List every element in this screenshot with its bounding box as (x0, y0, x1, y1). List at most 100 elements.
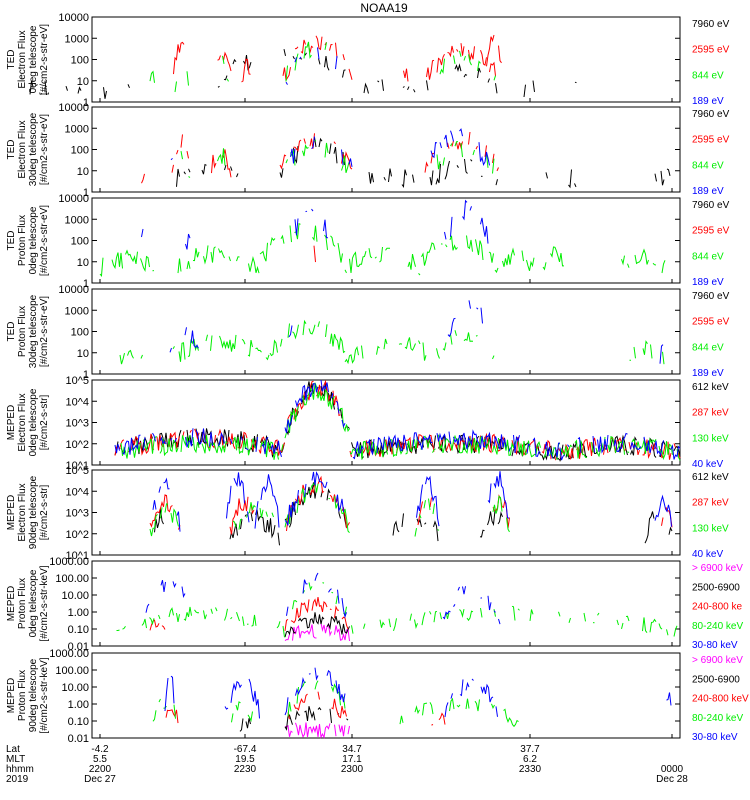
trace-line (426, 80, 429, 91)
trace-line (459, 50, 462, 57)
trace-line (428, 498, 431, 511)
trace-line (419, 514, 422, 519)
trace-line (247, 339, 253, 357)
trace-line (314, 137, 317, 148)
trace-line (177, 258, 182, 274)
trace-line (673, 625, 678, 637)
trace-line (429, 497, 432, 508)
trace-line (435, 163, 441, 185)
y-tick-label: 1 (83, 187, 89, 199)
legend-entry: 189 eV (692, 186, 724, 197)
legend-entry: 844 eV (692, 342, 724, 353)
trace-line (284, 618, 289, 631)
trace-line (487, 510, 496, 527)
trace-line (184, 327, 187, 336)
trace-line (331, 392, 334, 399)
trace-line (574, 439, 588, 459)
legend-entry: 2595 eV (692, 226, 730, 237)
trace-line (668, 526, 673, 535)
trace-line (205, 334, 208, 342)
trace-line (407, 253, 416, 270)
trace-line (492, 153, 495, 163)
y-axis-label-line: [#/cm2-s-str-keV] (39, 565, 50, 641)
trace-line (215, 607, 218, 612)
panel-1: 10000 1000 100 10 1 TEDElectron Flux0deg tele… (6, 12, 730, 109)
trace-line (284, 490, 299, 526)
trace-line (673, 443, 676, 448)
trace-line (334, 625, 350, 642)
trace-line (526, 443, 531, 454)
trace-line (250, 512, 253, 522)
y-axis-label-line: MEPED (6, 495, 17, 531)
trace-line (313, 245, 316, 263)
x-tick-hhmm: 2200 (89, 764, 112, 775)
y-axis-label-line: 30deg telescope (28, 112, 39, 186)
trace-line (143, 437, 146, 451)
trace-line (326, 615, 350, 635)
y-axis-label-line: Proton Flux (17, 578, 28, 629)
trace-line (422, 702, 428, 716)
trace-line (468, 54, 472, 66)
trace-line (341, 597, 347, 619)
series-240-800-ke (149, 597, 349, 631)
trace-line (484, 145, 487, 157)
trace-line (555, 442, 561, 458)
trace-line (300, 39, 306, 54)
trace-line (114, 444, 120, 454)
series-287-kev (149, 475, 673, 535)
trace-line (307, 380, 314, 401)
trace-line (450, 216, 453, 237)
trace-line (40, 92, 43, 95)
trace-line (44, 80, 47, 96)
trace-line (416, 518, 422, 528)
trace-line (405, 436, 418, 455)
series-844-ev (149, 41, 496, 93)
x-tick-mlt: 17.1 (342, 754, 362, 765)
trace-line (462, 199, 468, 221)
legend-entry: 844 eV (692, 70, 724, 81)
legend-entry: 30-80 keV (692, 640, 738, 651)
trace-line (545, 172, 548, 179)
trace-line (328, 588, 332, 593)
trace-line (667, 441, 672, 460)
trace-line (284, 415, 293, 434)
trace-line (326, 488, 331, 501)
trace-line (429, 702, 434, 715)
trace-line (201, 435, 228, 454)
series-240-800-kev (165, 691, 446, 726)
y-tick-label: 10 (77, 166, 89, 178)
trace-line (188, 176, 191, 178)
trace-line (341, 149, 344, 166)
trace-line (388, 168, 392, 183)
trace-line (453, 604, 456, 607)
trace-line (125, 249, 138, 265)
trace-line (532, 80, 535, 92)
trace-line (393, 618, 397, 632)
trace-line (152, 432, 156, 442)
series-189-ev (285, 47, 338, 85)
y-axis-label-line: TED (6, 322, 17, 342)
trace-line (471, 678, 474, 681)
y-axis-label-line: TED (6, 50, 17, 70)
trace-line (279, 154, 287, 170)
panel-7: 1000.00 100.00 10.00 1.00 0.10 0.01 MEPEDProto… (6, 556, 743, 653)
trace-line (330, 235, 336, 247)
trace-line (341, 155, 350, 173)
trace-line (388, 618, 391, 628)
trace-line (265, 511, 268, 517)
y-tick-label: 100 (71, 55, 89, 67)
trace-line (502, 247, 515, 267)
trace-line (495, 706, 498, 717)
trace-line (192, 436, 200, 454)
x-tick-mlt: 19.5 (235, 754, 255, 765)
trace-line (517, 608, 520, 611)
trace-line (298, 482, 317, 506)
trace-line (429, 170, 434, 186)
trace-line (338, 724, 346, 737)
trace-line (487, 78, 490, 83)
trace-line (401, 513, 404, 527)
trace-line (492, 437, 499, 455)
trace-line (506, 517, 510, 533)
series--6900-kev (284, 622, 350, 642)
